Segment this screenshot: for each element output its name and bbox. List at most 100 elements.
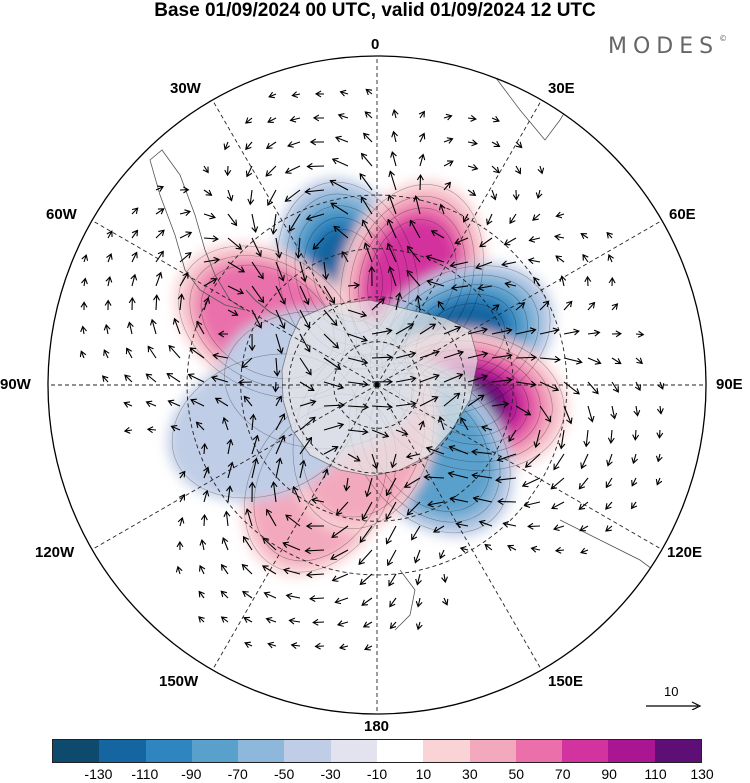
wind-arrow	[210, 375, 229, 383]
wind-arrow	[263, 591, 277, 599]
wind-arrow	[418, 110, 425, 119]
wind-arrow	[443, 113, 453, 121]
wind-arrow	[405, 452, 421, 460]
wind-arrow	[147, 345, 157, 359]
wind-arrow	[391, 130, 398, 143]
wind-arrow	[329, 179, 349, 191]
wind-arrow	[226, 438, 234, 455]
wind-arrow	[347, 333, 368, 343]
wind-arrow	[175, 565, 183, 575]
colorbar-tick-label: 130	[690, 766, 714, 782]
wind-arrow	[104, 299, 112, 311]
wind-arrow	[243, 616, 253, 623]
wind-arrow	[305, 571, 325, 579]
wind-arrow	[312, 618, 325, 626]
wind-arrow	[248, 481, 256, 503]
wind-arrow	[272, 381, 280, 393]
lon-label-30e: 30E	[548, 80, 575, 97]
wind-arrow	[395, 350, 417, 359]
wind-arrow	[125, 347, 133, 359]
wind-arrow	[265, 165, 277, 177]
meridian-line	[376, 220, 663, 386]
wind-arrow	[578, 501, 589, 511]
wind-arrow	[656, 429, 664, 439]
wind-arrow	[443, 350, 465, 359]
wind-arrow	[467, 327, 489, 335]
wind-arrow	[226, 189, 234, 202]
wind-arrow	[491, 352, 513, 360]
wind-arrow	[80, 325, 87, 335]
wind-arrow	[337, 113, 349, 120]
wind-arrow	[371, 297, 385, 311]
wind-arrow	[359, 173, 373, 191]
wind-arrow	[496, 453, 517, 463]
wind-arrow	[426, 278, 445, 287]
wind-arrow	[633, 405, 641, 417]
wind-arrow	[289, 115, 301, 123]
wind-arrow	[423, 473, 445, 481]
wind-arrow	[273, 357, 281, 377]
wind-vectors	[79, 88, 665, 651]
wind-arrow	[244, 641, 253, 648]
wind-arrow	[323, 309, 338, 327]
wind-arrow	[430, 230, 445, 239]
wind-arrow	[478, 519, 493, 527]
wind-arrow	[251, 261, 264, 280]
wind-arrow	[587, 405, 595, 423]
wind-arrow	[406, 245, 421, 263]
wind-arrow	[309, 595, 325, 603]
wind-arrow	[299, 459, 307, 479]
wind-arrow	[403, 477, 421, 488]
wind-arrow	[299, 381, 315, 391]
wind-arrow	[217, 330, 229, 338]
wind-arrow	[334, 597, 349, 605]
wind-arrow	[395, 429, 409, 436]
lon-label-60w: 60W	[46, 206, 77, 223]
wind-arrow	[418, 420, 425, 431]
wind-arrow	[443, 372, 464, 383]
wind-arrow	[237, 378, 253, 386]
wind-arrow	[471, 472, 493, 480]
wind-arrow	[467, 374, 489, 383]
colorbar-segment	[608, 740, 655, 762]
wind-arrow	[532, 213, 541, 221]
lon-label-150w: 150W	[159, 673, 199, 690]
wind-arrow	[533, 429, 541, 449]
wind-arrow	[241, 563, 253, 575]
wind-arrow	[309, 138, 325, 146]
wind-arrow	[537, 165, 545, 175]
wind-arrow	[251, 213, 259, 233]
wind-arrow	[331, 573, 349, 582]
wind-arrow	[559, 275, 567, 287]
south-pole-marker	[374, 382, 380, 388]
wind-arrow	[491, 115, 500, 123]
wind-arrow	[359, 525, 373, 544]
wind-arrow	[631, 453, 639, 465]
meridian-line	[212, 384, 378, 671]
wind-arrow	[275, 261, 285, 282]
wind-arrow	[579, 525, 589, 532]
wind-arrow	[282, 541, 301, 551]
wind-arrow	[198, 590, 205, 599]
wind-arrow	[415, 621, 423, 631]
wind-arrow	[275, 434, 286, 455]
wind-arrow	[287, 141, 301, 148]
lon-label-30w: 30W	[170, 80, 201, 97]
wind-arrow	[285, 592, 301, 600]
wind-arrow	[605, 525, 613, 532]
wind-arrow	[103, 323, 111, 335]
wind-arrow	[299, 333, 311, 353]
wind-arrow	[305, 522, 325, 530]
wind-arrow	[341, 250, 349, 263]
wind-arrow	[284, 189, 301, 202]
wind-arrow	[212, 352, 229, 360]
wind-arrow	[106, 230, 113, 239]
wind-arrow	[385, 525, 397, 545]
wind-arrow	[371, 353, 394, 361]
wind-arrow	[155, 250, 164, 263]
wind-arrow	[251, 309, 263, 329]
wind-arrow	[443, 392, 461, 407]
wind-arrow	[418, 132, 426, 143]
wind-arrow	[475, 261, 493, 270]
wind-arrow	[198, 564, 206, 575]
